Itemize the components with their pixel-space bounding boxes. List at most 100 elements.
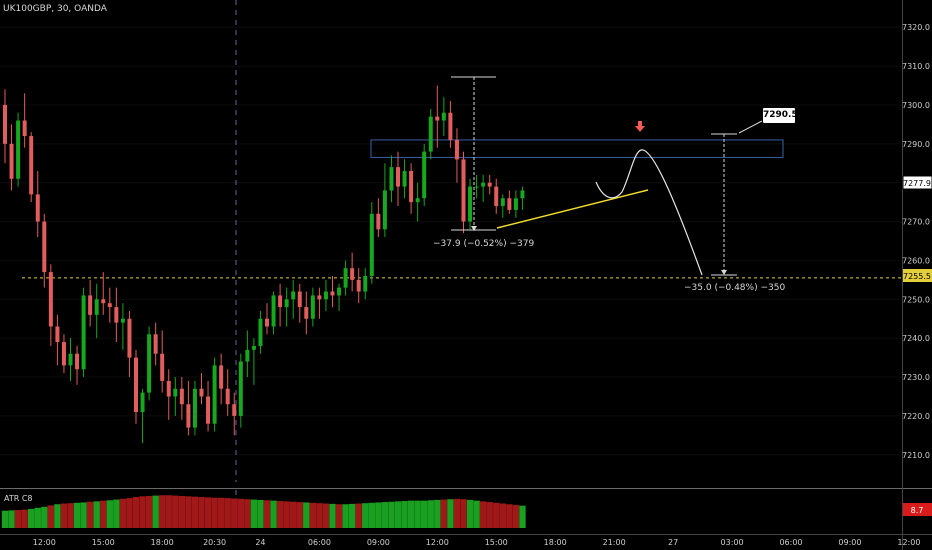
atr-bar	[290, 501, 297, 528]
time-tick-label: 20:30	[203, 538, 226, 547]
time-tick-label: 06:00	[308, 538, 331, 547]
atr-bar	[434, 499, 441, 528]
time-axis[interactable]: 12:00 15:00 18:00 20:30 24 06:00 09:00 12:00 15:…	[33, 538, 932, 547]
time-tick-label: 12:00	[897, 538, 920, 547]
atr-bar	[224, 498, 231, 528]
atr-bar	[486, 502, 493, 528]
atr-bar	[41, 506, 48, 528]
atr-bar	[54, 504, 61, 528]
candle-body	[206, 396, 211, 424]
atr-bar	[152, 495, 159, 528]
time-tick-label: 27	[668, 538, 678, 547]
candle-body	[454, 139, 459, 160]
atr-bar	[276, 501, 284, 528]
level-price-value: 7255.5	[903, 272, 931, 281]
candle-body	[114, 307, 119, 323]
atr-bar	[73, 502, 81, 528]
price-tick-label: 7300.0	[902, 101, 930, 110]
candle-body	[402, 171, 407, 187]
candle-body	[520, 190, 525, 199]
atr-bar	[414, 500, 421, 528]
price-axis[interactable]: 7320.07310.07300.07290.07280.07270.07260…	[902, 23, 930, 460]
atr-bar	[1, 510, 9, 528]
atr-bar	[132, 497, 140, 528]
price-tick-label: 7210.0	[902, 451, 930, 460]
atr-bar	[139, 496, 146, 528]
candle-body	[120, 318, 125, 323]
atr-bar	[335, 504, 343, 528]
atr-bar	[407, 500, 415, 528]
candle-body	[461, 159, 466, 222]
atr-bar	[460, 499, 467, 528]
candle-body	[389, 167, 394, 191]
time-tick-label: 09:00	[838, 538, 861, 547]
atr-bar	[440, 499, 448, 528]
atr-bar	[316, 503, 323, 528]
support-trendline[interactable]	[496, 189, 649, 229]
candle-body	[9, 143, 14, 179]
candle-body	[127, 318, 132, 358]
atr-bar	[506, 504, 513, 528]
atr-bar	[159, 495, 166, 528]
atr-bar	[217, 497, 225, 528]
atr-bar	[14, 510, 22, 528]
candle-body	[153, 334, 158, 354]
time-tick-label: 18:00	[544, 538, 567, 547]
candle-body	[441, 112, 446, 121]
time-tick-label: 24	[255, 538, 265, 547]
candle-body	[75, 353, 80, 370]
candle-body	[88, 295, 93, 315]
atr-bar	[237, 498, 244, 528]
time-tick-label: 12:00	[33, 538, 56, 547]
price-tick-label: 7310.0	[902, 62, 930, 71]
candle-body	[134, 357, 138, 413]
candle-body	[396, 167, 400, 187]
resistance-zone[interactable]	[370, 139, 784, 158]
symbol-label[interactable]: UK100GBP, 30, OANDA	[3, 4, 107, 14]
down-arrow-icon	[635, 121, 645, 132]
candle-body	[297, 291, 302, 308]
atr-bar	[473, 500, 480, 528]
candle-body	[376, 213, 381, 230]
candle-body	[291, 291, 296, 300]
atr-bar	[145, 495, 153, 528]
candle-body	[22, 120, 27, 137]
target-price-callout[interactable]: 7290.5	[762, 107, 798, 124]
candle-body	[474, 186, 479, 188]
atr-bar	[453, 498, 461, 528]
candle-body	[107, 303, 112, 308]
atr-bar	[126, 498, 133, 528]
atr-bar	[322, 503, 330, 528]
atr-bar	[67, 503, 74, 528]
drop-measure-label: −37.9 (−0.52%) −379	[433, 239, 535, 249]
projection-path[interactable]	[595, 149, 703, 276]
candle-body	[323, 291, 328, 300]
atr-bar	[100, 500, 107, 528]
price-tick-label: 7250.0	[902, 295, 930, 304]
candle-body	[487, 182, 492, 187]
projection-measure-label: −35.0 (−0.48%) −350	[684, 283, 786, 293]
candle-body	[48, 272, 53, 327]
candle-body	[271, 295, 276, 327]
atr-label[interactable]: ATR C8	[4, 494, 33, 503]
candle-body	[212, 365, 217, 424]
candle-body	[343, 268, 348, 288]
atr-bar	[381, 502, 389, 528]
atr-bar	[296, 502, 303, 528]
price-tick-label: 7240.0	[902, 334, 930, 343]
atr-bar	[178, 495, 186, 528]
candle-body	[330, 291, 335, 296]
atr-bar	[421, 500, 428, 528]
atr-bar	[86, 501, 94, 528]
atr-bar	[447, 499, 454, 528]
atr-bar	[401, 501, 408, 528]
candle-body	[219, 365, 224, 389]
candle-body	[166, 380, 171, 397]
candle-body	[173, 388, 178, 397]
candle-body	[507, 198, 512, 210]
candle-body	[179, 388, 184, 405]
measure-arrow-icon	[471, 226, 477, 231]
atr-bar	[244, 499, 251, 528]
candle-body	[186, 404, 191, 428]
